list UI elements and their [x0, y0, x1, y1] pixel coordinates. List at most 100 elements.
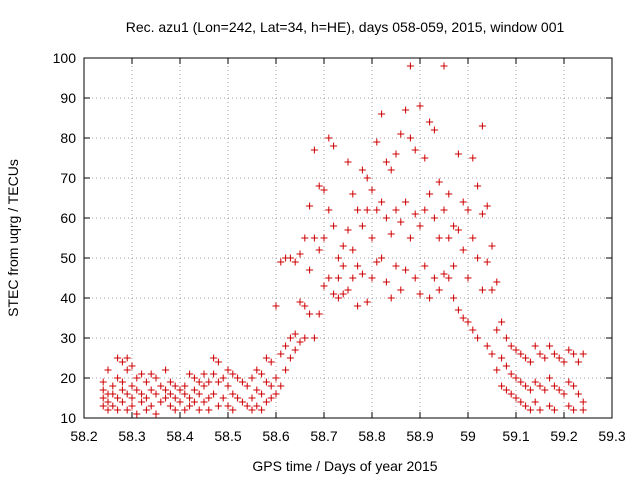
data-point [133, 386, 141, 394]
data-point [104, 406, 112, 414]
data-point [282, 342, 290, 350]
data-point [411, 210, 419, 218]
data-point [171, 382, 179, 390]
data-point [147, 386, 155, 394]
y-tick-label: 20 [60, 370, 76, 386]
data-point [459, 246, 467, 254]
data-point [234, 394, 242, 402]
data-point [118, 358, 126, 366]
data-point [296, 338, 304, 346]
data-point [114, 406, 122, 414]
data-point [157, 398, 165, 406]
data-point [430, 274, 438, 282]
data-point [162, 394, 170, 402]
data-point [493, 366, 501, 374]
data-point [301, 302, 309, 310]
x-tick-label: 58.8 [358, 428, 385, 444]
data-point [474, 254, 482, 262]
data-point [421, 262, 429, 270]
data-point [502, 334, 510, 342]
data-point [152, 410, 160, 418]
data-point [114, 394, 122, 402]
data-point [392, 206, 400, 214]
data-point [262, 398, 270, 406]
data-point [378, 198, 386, 206]
data-point [190, 386, 198, 394]
data-point [517, 350, 525, 358]
data-point [555, 386, 563, 394]
data-point [162, 366, 170, 374]
data-point [368, 186, 376, 194]
y-tick-label: 10 [60, 410, 76, 426]
data-point [224, 402, 232, 410]
data-point [507, 390, 515, 398]
data-point [253, 366, 261, 374]
data-point [464, 318, 472, 326]
data-point [320, 234, 328, 242]
data-point [200, 382, 208, 390]
data-point [435, 178, 443, 186]
data-point [541, 354, 549, 362]
data-point [210, 390, 218, 398]
x-tick-label: 59.1 [502, 428, 529, 444]
data-point [416, 290, 424, 298]
data-point [306, 202, 314, 210]
data-point [109, 382, 117, 390]
data-point [382, 158, 390, 166]
data-point [286, 254, 294, 262]
data-point [123, 366, 131, 374]
data-point [310, 146, 318, 154]
data-point [214, 358, 222, 366]
data-point [474, 182, 482, 190]
data-point [560, 390, 568, 398]
data-point [512, 374, 520, 382]
data-point [526, 386, 534, 394]
data-point [152, 390, 160, 398]
data-point [142, 406, 150, 414]
data-point [315, 246, 323, 254]
data-point [330, 222, 338, 230]
data-point [186, 394, 194, 402]
data-point [397, 218, 405, 226]
data-point [277, 258, 285, 266]
data-point [195, 390, 203, 398]
x-tick-label: 58.2 [70, 428, 97, 444]
data-point [565, 378, 573, 386]
data-point [195, 406, 203, 414]
data-point [262, 378, 270, 386]
data-point [344, 158, 352, 166]
data-point [310, 234, 318, 242]
data-point [392, 262, 400, 270]
data-point [325, 134, 333, 142]
data-point [373, 206, 381, 214]
plot-frame [83, 57, 613, 419]
data-point [550, 406, 558, 414]
data-point [426, 294, 434, 302]
data-point [387, 230, 395, 238]
data-point [104, 398, 112, 406]
x-tick-label: 58.4 [166, 428, 193, 444]
data-point [138, 370, 146, 378]
data-point [406, 134, 414, 142]
data-point [272, 374, 280, 382]
data-point [502, 386, 510, 394]
data-point [253, 386, 261, 394]
data-point [229, 390, 237, 398]
data-point [344, 286, 352, 294]
data-point [162, 386, 170, 394]
x-axis-label: GPS time / Days of year 2015 [252, 458, 437, 474]
data-point [435, 234, 443, 242]
data-point [402, 198, 410, 206]
data-point [421, 154, 429, 162]
y-axis-label: STEC from uqrg / TECUs [5, 159, 21, 317]
data-point [186, 370, 194, 378]
data-point [536, 406, 544, 414]
data-point [378, 110, 386, 118]
data-point [478, 210, 486, 218]
x-tick-label: 58.7 [310, 428, 337, 444]
data-point [114, 354, 122, 362]
x-tick-label: 58.5 [214, 428, 241, 444]
data-point [507, 342, 515, 350]
chart-title: Rec. azu1 (Lon=242, Lat=34, h=HE), days … [126, 19, 565, 35]
data-point [210, 354, 218, 362]
